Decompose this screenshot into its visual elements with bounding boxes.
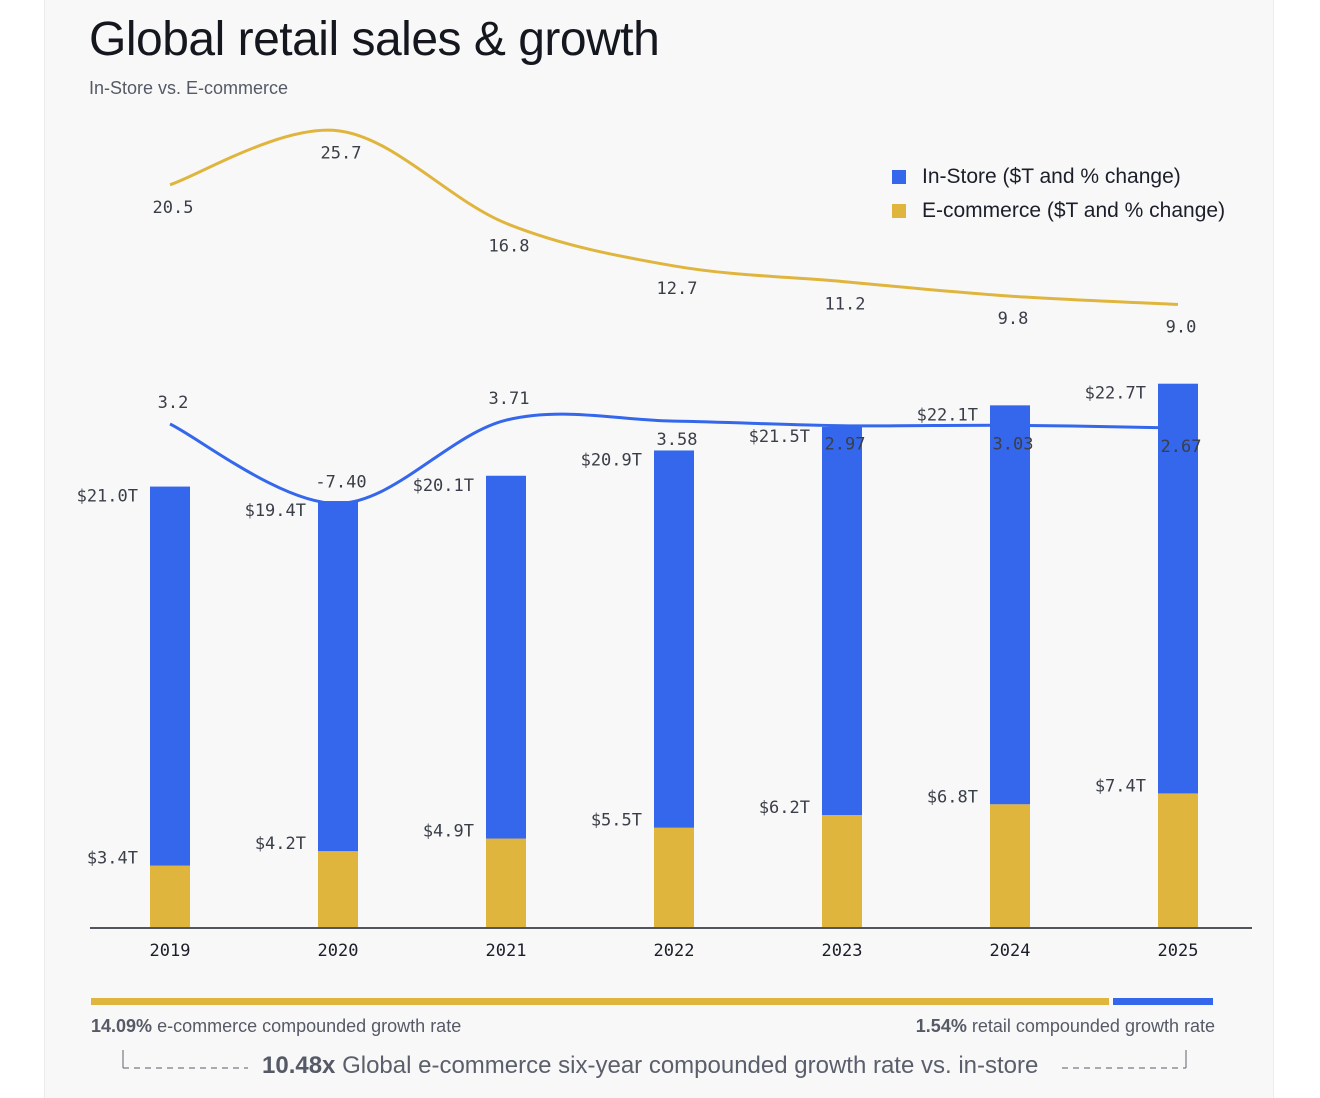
retail-growth-bar: [1113, 998, 1213, 1005]
bar-instore-2021: [486, 475, 526, 839]
pct-label-instore-2023: 2.97: [825, 435, 866, 455]
label-instore-2024: $22.1T: [917, 405, 978, 425]
bar-ecommerce-2023: [822, 815, 862, 927]
bar-instore-2022: [654, 450, 694, 828]
x-tick-2023: 2023: [822, 941, 863, 961]
label-ecommerce-2021: $4.9T: [423, 822, 474, 842]
summary-value: 10.48x: [262, 1052, 336, 1079]
pct-label-instore-2019: 3.2: [158, 393, 189, 413]
label-ecommerce-2019: $3.4T: [87, 849, 138, 869]
legend-label-ecommerce: E-commerce ($T and % change): [922, 199, 1226, 222]
bar-ecommerce-2021: [486, 838, 526, 927]
pct-label-ecommerce-2025: 9.0: [1166, 317, 1197, 337]
legend: In-Store ($T and % change) E-commerce ($…: [892, 160, 1225, 228]
bar-ecommerce-2025: [1158, 793, 1198, 927]
bar-instore-2024: [990, 405, 1030, 805]
pct-label-ecommerce-2020: 25.7: [321, 144, 362, 164]
pct-label-ecommerce-2021: 16.8: [489, 236, 530, 256]
legend-item-instore: In-Store ($T and % change): [892, 160, 1225, 194]
pct-label-instore-2025: 2.67: [1161, 437, 1202, 457]
label-instore-2020: $19.4T: [245, 501, 306, 521]
bar-ecommerce-2022: [654, 827, 694, 927]
chart-title: Global retail sales & growth: [89, 13, 660, 66]
label-ecommerce-2020: $4.2T: [255, 834, 306, 854]
label-instore-2022: $20.9T: [581, 450, 642, 470]
retail-rate-text: retail compounded growth rate: [966, 1016, 1215, 1036]
x-tick-2019: 2019: [150, 941, 191, 961]
retail-growth-note: 1.54% retail compounded growth rate: [916, 1016, 1215, 1037]
ecommerce-growth-note: 14.09% e-commerce compounded growth rate: [91, 1016, 461, 1037]
pct-label-instore-2021: 3.71: [489, 389, 530, 409]
bar-instore-2020: [318, 501, 358, 852]
x-tick-2025: 2025: [1158, 941, 1199, 961]
pct-label-instore-2022: 3.58: [657, 430, 698, 450]
pct-label-ecommerce-2023: 11.2: [825, 295, 866, 315]
retail-rate-value: 1.54%: [915, 1016, 967, 1036]
pct-label-ecommerce-2024: 9.8: [998, 309, 1029, 329]
bar-ecommerce-2020: [318, 851, 358, 927]
summary-bracket: [122, 1050, 1187, 1069]
summary-text: Global e-commerce six-year compounded gr…: [335, 1052, 1039, 1079]
chart-subtitle: In-Store vs. E-commerce: [89, 78, 289, 98]
label-instore-2021: $20.1T: [413, 476, 474, 496]
legend-swatch-instore: [892, 170, 906, 184]
x-tick-2024: 2024: [990, 941, 1031, 961]
label-instore-2025: $22.7T: [1085, 384, 1146, 404]
line-ecommerce-pct: [169, 128, 1179, 306]
label-ecommerce-2025: $7.4T: [1095, 776, 1146, 796]
label-ecommerce-2024: $6.8T: [927, 787, 978, 807]
label-instore-2019: $21.0T: [77, 487, 138, 507]
ecommerce-growth-bar: [91, 998, 1109, 1005]
bar-instore-2023: [822, 427, 862, 816]
pct-label-instore-2020: -7.40: [315, 473, 366, 493]
legend-item-ecommerce: E-commerce ($T and % change): [892, 194, 1225, 228]
legend-swatch-ecommerce: [892, 204, 906, 218]
bar-instore-2025: [1158, 383, 1198, 794]
x-tick-2020: 2020: [318, 941, 359, 961]
bar-ecommerce-2019: [150, 865, 190, 927]
legend-label-instore: In-Store ($T and % change): [922, 165, 1181, 188]
x-tick-2021: 2021: [486, 941, 527, 961]
summary-statement: 10.48x Global e-commerce six-year compou…: [262, 1052, 1038, 1080]
label-instore-2023: $21.5T: [749, 427, 810, 447]
label-ecommerce-2023: $6.2T: [759, 798, 810, 818]
label-ecommerce-2022: $5.5T: [591, 811, 642, 831]
bar-instore-2019: [150, 486, 190, 866]
x-tick-2022: 2022: [654, 941, 695, 961]
pct-label-ecommerce-2019: 20.5: [153, 198, 194, 218]
ecommerce-rate-value: 14.09%: [91, 1016, 153, 1036]
pct-label-instore-2024: 3.03: [993, 434, 1034, 454]
bar-ecommerce-2024: [990, 804, 1030, 927]
ecommerce-rate-text: e-commerce compounded growth rate: [152, 1016, 462, 1036]
pct-label-ecommerce-2022: 12.7: [657, 279, 698, 299]
line-instore-pct: [169, 412, 1179, 506]
